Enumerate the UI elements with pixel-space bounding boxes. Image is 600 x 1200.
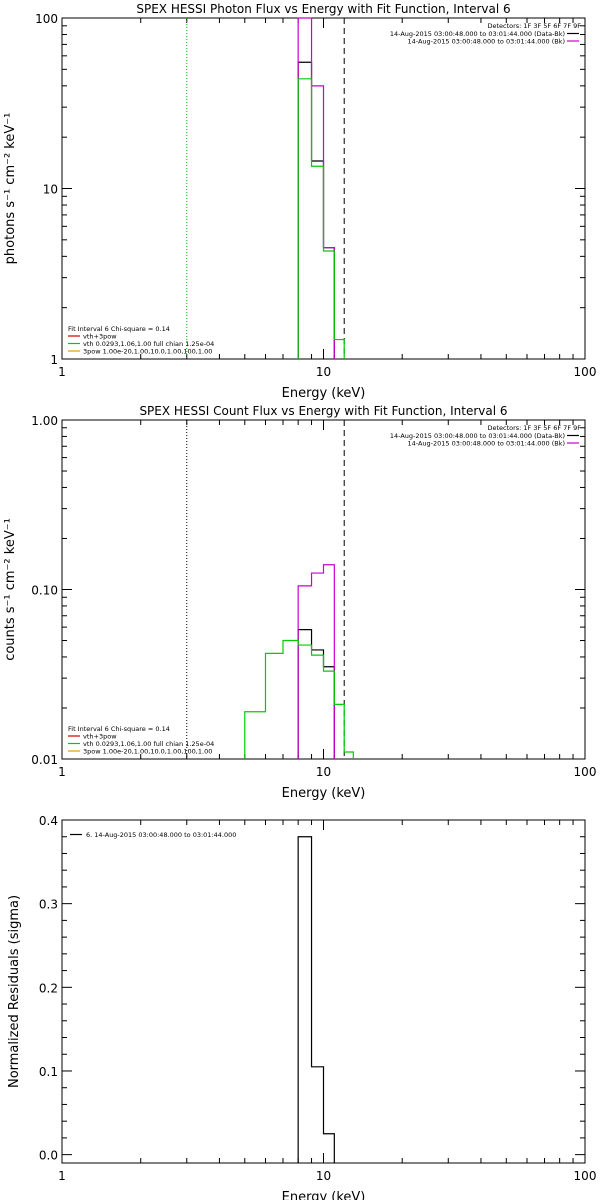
chart-panel-1: SPEX HESSI Photon Flux vs Energy with Fi… (3, 2, 596, 401)
x-tick-label: 1 (58, 765, 66, 779)
legend-label: 3pow 1.00e-20,1.00,10.0,1.00,100,1.00 (83, 748, 212, 756)
y-tick-label: 0.0 (39, 1149, 58, 1163)
legend-label: vth+3pow (83, 333, 117, 341)
chart-title: SPEX HESSI Photon Flux vs Energy with Fi… (136, 2, 510, 16)
x-tick-label: 100 (574, 365, 597, 379)
legend-label: vth 0.0293,1.06,1.00 full chian 1.25e-04 (83, 340, 214, 348)
legend-title: Fit Interval 6 Chi-square = 0.14 (68, 725, 170, 733)
legend-title: Fit Interval 6 Chi-square = 0.14 (68, 325, 170, 333)
y-tick-label: 0.2 (39, 981, 58, 995)
header-interval-text: 14-Aug-2015 03:00:48.000 to 03:01:44.000… (390, 30, 565, 38)
legend-label: 3pow 1.00e-20,1.00,10.0,1.00,100,1.00 (83, 348, 212, 356)
legend-label: 6. 14-Aug-2015 03:00:48.000 to 03:01:44.… (86, 831, 236, 839)
y-axis-label: counts s⁻¹ cm⁻² keV⁻¹ (3, 518, 18, 661)
series-data-bk (297, 61, 335, 359)
x-tick-label: 100 (574, 765, 597, 779)
x-tick-label: 1 (58, 365, 66, 379)
y-tick-label: 100 (35, 12, 58, 26)
chart-title: SPEX HESSI Count Flux vs Energy with Fit… (139, 404, 507, 418)
x-tick-label: 10 (316, 765, 331, 779)
header-interval-text: 14-Aug-2015 03:00:48.000 to 03:01:44.000… (408, 440, 565, 448)
y-tick-label: 0.1 (39, 1065, 58, 1079)
legend-label: vth+3pow (83, 733, 117, 741)
x-axis-label: Energy (keV) (282, 1190, 366, 1200)
detectors-label: Detectors: 1F 3F 5F 6F 7F 9F (487, 22, 581, 30)
y-tick-label: 10 (43, 183, 58, 197)
detectors-label: Detectors: 1F 3F 5F 6F 7F 9F (487, 424, 581, 432)
series-bk (297, 564, 335, 759)
series-vth (297, 78, 345, 359)
x-tick-label: 1 (58, 1169, 66, 1183)
x-tick-label: 10 (316, 1169, 331, 1183)
series-data-bk (297, 628, 335, 759)
y-axis-label: photons s⁻¹ cm⁻² keV⁻¹ (3, 113, 18, 265)
header-interval-text: 14-Aug-2015 03:00:48.000 to 03:01:44.000… (408, 38, 565, 46)
x-tick-label: 100 (574, 1169, 597, 1183)
x-tick-label: 10 (316, 365, 331, 379)
series-6-14-aug-2015-03-00-48-000-to-03-01-44-000 (297, 836, 335, 1163)
chart-panel-2: SPEX HESSI Count Flux vs Energy with Fit… (3, 404, 596, 801)
x-axis-label: Energy (keV) (282, 386, 366, 401)
x-axis-label: Energy (keV) (282, 786, 366, 801)
y-tick-label: 1.00 (31, 414, 58, 428)
series-vth (244, 639, 354, 759)
y-tick-label: 0.4 (39, 814, 58, 828)
y-tick-label: 0.01 (31, 753, 58, 767)
y-axis-label: Normalized Residuals (sigma) (7, 895, 22, 1088)
series-bk (297, 17, 335, 359)
y-tick-label: 1 (50, 353, 58, 367)
header-interval-text: 14-Aug-2015 03:00:48.000 to 03:01:44.000… (390, 432, 565, 440)
y-tick-label: 0.10 (31, 584, 58, 598)
legend-label: vth 0.0293,1.06,1.00 full chian 1.25e-04 (83, 740, 214, 748)
chart-panel-3: 1 10 100 Energy (keV) 0.0 0.1 0.2 0.3 0.4 Normali… (7, 814, 596, 1200)
y-tick-label: 0.3 (39, 898, 58, 912)
plot-frame (61, 419, 586, 760)
